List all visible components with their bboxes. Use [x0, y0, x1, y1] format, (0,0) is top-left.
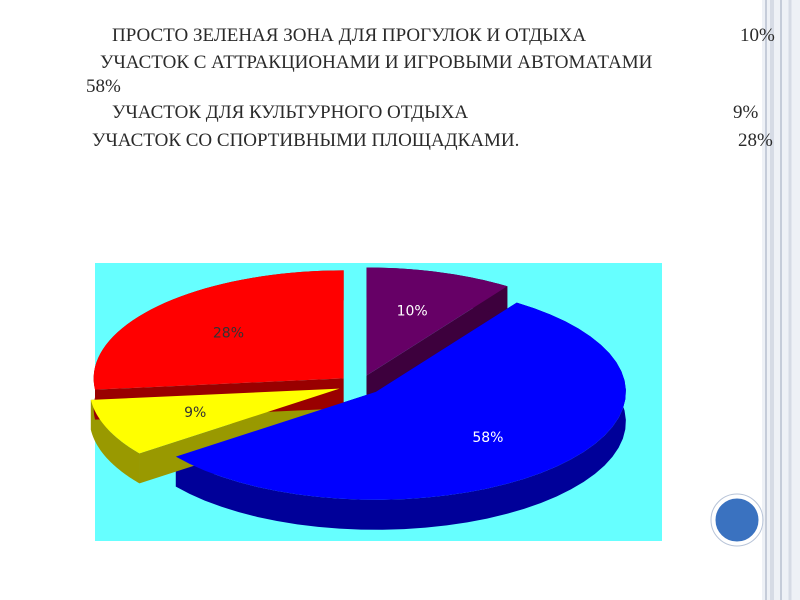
legend-name: УЧАСТОК СО СПОРТИВНЫМИ ПЛОЩАДКАМИ. [92, 130, 519, 151]
legend-value: 10% [740, 25, 775, 46]
slice [175, 302, 626, 500]
data-label: 58% [472, 430, 503, 446]
legend-text: ПРОСТО ЗЕЛЕНАЯ ЗОНА ДЛЯ ПРОГУЛОК И ОТДЫХ… [86, 25, 775, 151]
pie: 10% 58% 9% 28% [90, 267, 626, 530]
nav-button[interactable] [712, 495, 762, 545]
data-label: 10% [397, 304, 428, 320]
legend-name: УЧАСТОК ДЛЯ КУЛЬТУРНОГО ОТДЫХА [112, 102, 468, 123]
legend-value: 28% [738, 130, 773, 151]
slice [93, 270, 344, 390]
slice-wall [90, 399, 140, 484]
legend-value: 58% [86, 76, 121, 97]
data-label: 28% [213, 326, 244, 342]
legend-name: ПРОСТО ЗЕЛЕНАЯ ЗОНА ДЛЯ ПРОГУЛОК И ОТДЫХ… [112, 25, 586, 46]
legend-value: 9% [733, 102, 759, 123]
slice [366, 267, 508, 376]
slice [90, 388, 340, 454]
data-label: 9% [184, 405, 206, 421]
legend-name: УЧАСТОК С АТТРАКЦИОНАМИ И ИГРОВЫМИ АВТОМ… [100, 52, 653, 73]
nav-button-ring [710, 493, 764, 547]
